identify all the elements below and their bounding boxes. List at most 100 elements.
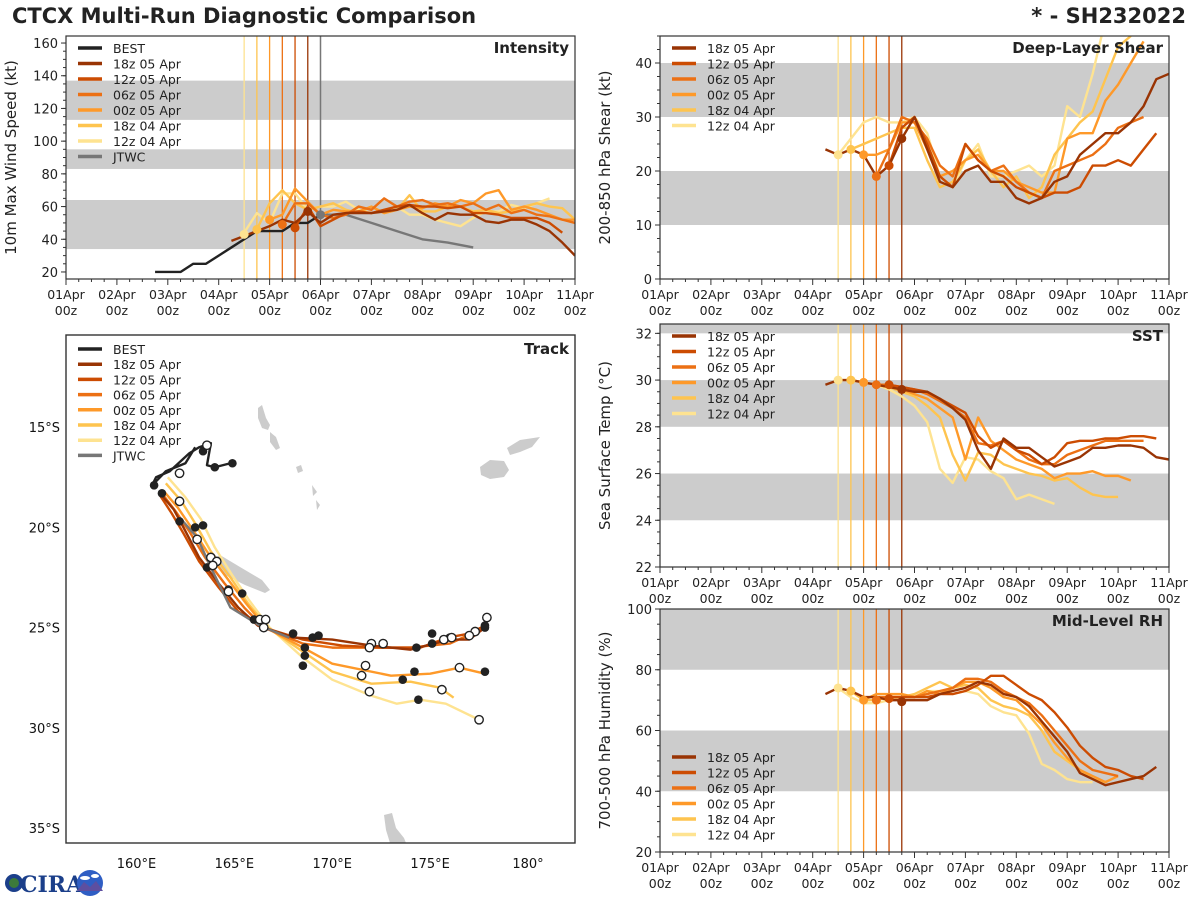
track-point-open	[446, 632, 457, 643]
legend-label: 12z 05 Apr	[707, 345, 776, 360]
init-marker	[303, 206, 313, 216]
x-tick-label: 10Apr	[1099, 287, 1137, 302]
track-point-open	[207, 560, 218, 571]
x-axis: 01Apr00z02Apr00z03Apr00z04Apr00z05Apr00z…	[641, 852, 1189, 891]
x-tick-label: 00z	[1056, 876, 1079, 891]
legend-label: 06z 05 Apr	[707, 360, 776, 375]
x-tick-label: 00z	[852, 876, 875, 891]
x-tick-label: 00z	[360, 303, 383, 318]
legend-label: 12z 04 Apr	[707, 119, 776, 134]
landmass	[312, 485, 317, 496]
x-axis: 01Apr00z02Apr00z03Apr00z04Apr00z05Apr00z…	[641, 567, 1189, 606]
x-tick-label: 00z	[852, 591, 875, 606]
init-marker	[871, 695, 881, 705]
x-tick-label: 09Apr	[1048, 860, 1086, 875]
x-tick-label: 06Apr	[896, 287, 934, 302]
y-tick-label: 40	[635, 57, 652, 72]
x-tick-label: 00z	[801, 591, 824, 606]
x-tick-label: 00z	[462, 303, 485, 318]
x-tick-label: 11Apr	[556, 287, 594, 302]
chart-track: 160°E 165°E 170°E 175°E 180° 15°S 20°S 25°S 30°S…	[29, 334, 576, 872]
series-line	[230, 203, 575, 257]
track-point-filled	[175, 517, 184, 526]
x-tick-label: 02Apr	[692, 575, 730, 590]
track-point-filled	[398, 675, 408, 684]
x-tick-label: 00z	[649, 591, 672, 606]
y-tick-label: 120	[33, 102, 58, 117]
init-marker	[833, 150, 843, 160]
y-tick-label: 30	[635, 374, 652, 389]
y-tick-label: 22	[635, 561, 652, 576]
plot-area	[660, 36, 1169, 279]
shaded-band	[660, 380, 1169, 427]
legend-label: 06z 05 Apr	[113, 388, 182, 403]
y-tick-label: 0	[644, 273, 652, 288]
y-tick-label: 100	[33, 135, 58, 150]
track-line	[162, 490, 486, 677]
track-point-open	[174, 496, 185, 507]
x-tick-label: 10Apr	[1099, 860, 1137, 875]
y-tick-label: 40	[635, 785, 652, 800]
y-tick-label: 30	[635, 111, 652, 126]
main-title: CTCX Multi-Run Diagnostic Comparison	[12, 4, 477, 28]
init-marker	[846, 144, 856, 154]
y-tick-label: 80	[41, 168, 58, 183]
track-point-open	[356, 670, 367, 681]
x-tick-label: 04Apr	[794, 860, 832, 875]
shaded-band	[660, 473, 1169, 521]
track-point-filled	[300, 651, 310, 660]
legend-label: 06z 05 Apr	[707, 72, 776, 87]
y-axis: 20 40 60 80 100 120 140 160	[33, 37, 66, 281]
y-tick-label: 20	[635, 165, 652, 180]
legend-label: 00z 05 Apr	[707, 797, 776, 812]
shaded-band	[660, 171, 1169, 225]
x-tick-label: 08Apr	[998, 287, 1036, 302]
chart-intensity: 20 40 60 80 100 120 140 160 10m Max Wind Speed (…	[2, 35, 595, 318]
landmass	[258, 405, 270, 430]
init-marker	[846, 375, 856, 385]
plot-area	[660, 324, 1169, 567]
y-axis-label: 700-500 hPa Humidity (%)	[596, 631, 614, 829]
x-tick-label: 00z	[954, 303, 977, 318]
series-line	[889, 674, 1144, 781]
lon-tick-label: 175°E	[410, 857, 450, 872]
legend-label: 12z 05 Apr	[707, 766, 776, 781]
track-point-open	[223, 586, 234, 597]
track-point-open	[174, 468, 185, 479]
plot-area	[660, 609, 1169, 852]
axes-frame	[65, 334, 576, 844]
track-point-filled	[427, 639, 437, 648]
init-marker	[897, 697, 907, 707]
x-tick-label: 03Apr	[149, 287, 187, 302]
track-point-open	[364, 642, 375, 653]
x-tick-label: 09Apr	[454, 287, 492, 302]
track-point-filled	[412, 643, 421, 652]
y-tick-label: 20	[635, 846, 652, 861]
lon-tick-label: 180°	[512, 857, 543, 872]
legend-label: 12z 04 Apr	[707, 828, 776, 843]
x-tick-label: 05Apr	[845, 287, 883, 302]
y-tick-label: 40	[41, 233, 58, 248]
track-point-filled	[427, 629, 437, 638]
landmass	[384, 813, 406, 843]
track-point-open	[474, 714, 484, 725]
legend-label: BEST	[113, 342, 145, 357]
x-tick-label: 00z	[954, 591, 977, 606]
x-tick-label: 07Apr	[947, 575, 985, 590]
y-axis-label: Sea Surface Temp (°C)	[596, 361, 614, 530]
x-tick-label: 00z	[1158, 303, 1181, 318]
legend-label: 06z 05 Apr	[707, 781, 776, 796]
legend-label: 18z 04 Apr	[113, 119, 182, 134]
lat-tick-label: 20°S	[29, 521, 60, 536]
track-point-open	[378, 638, 389, 649]
x-tick-label: 10Apr	[1099, 575, 1137, 590]
x-tick-label: 08Apr	[404, 287, 442, 302]
legend-label: 00z 05 Apr	[113, 103, 182, 118]
track-point-open	[260, 614, 271, 625]
x-tick-label: 00z	[751, 303, 774, 318]
land	[213, 405, 540, 843]
